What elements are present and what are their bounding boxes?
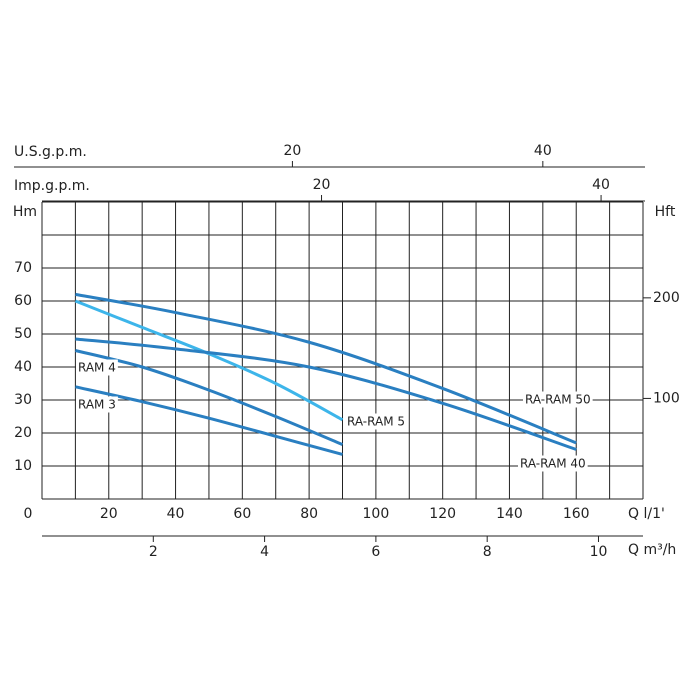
label-background [345,413,407,430]
y2-axis-label: Hft [655,204,676,220]
label-background [518,455,588,472]
bottom-tick-label: 4 [260,544,269,560]
y2-tick-label: 100 [653,390,680,406]
y-tick-label: 60 [14,293,32,309]
y-tick-label: 20 [14,425,32,441]
top-axis-label: Imp.g.p.m. [14,178,90,194]
curve [75,292,577,445]
top-tick-label: 20 [284,143,302,159]
top-tick-label: 40 [592,177,610,193]
x-tick-label: 160 [563,506,590,522]
x-tick-label: 60 [233,506,251,522]
label-background [523,391,593,408]
x-tick-label: 20 [100,506,118,522]
y-axis-label: Hm [13,204,37,220]
y-tick-label: 40 [14,359,32,375]
y-tick-label: 10 [14,458,32,474]
bottom-tick-label: 2 [149,544,158,560]
bottom-axis-label: Q m³/h [628,542,676,558]
bottom-tick-label: 8 [483,544,492,560]
bottom-tick-label: 10 [590,544,608,560]
x-tick-label: 120 [429,506,456,522]
series-label: RA-RAM 40 [520,457,586,471]
x-tick-label: 40 [167,506,185,522]
x-tick-label: 100 [363,506,390,522]
y-tick-label: 70 [14,260,32,276]
series-label: RAM 4 [78,361,116,375]
x-tick-label: 0 [24,506,33,522]
label-background [76,396,118,413]
top-tick-label: 40 [534,143,552,159]
series-label: RAM 3 [78,398,116,412]
curve [75,337,577,451]
top-axis-label: U.S.g.p.m. [14,144,87,160]
curve [75,385,343,456]
series-label: RA-RAM 50 [525,393,591,407]
curve [75,349,344,446]
x-tick-label: 140 [496,506,523,522]
y-tick-label: 50 [14,326,32,342]
x-axis-label: Q l/1' [628,506,665,522]
label-background [76,359,118,376]
y2-tick-label: 200 [653,290,680,306]
y-tick-label: 30 [14,392,32,408]
bottom-tick-label: 6 [371,544,380,560]
series-label: RA-RAM 5 [347,415,405,429]
top-tick-label: 20 [313,177,331,193]
x-tick-label: 80 [300,506,318,522]
